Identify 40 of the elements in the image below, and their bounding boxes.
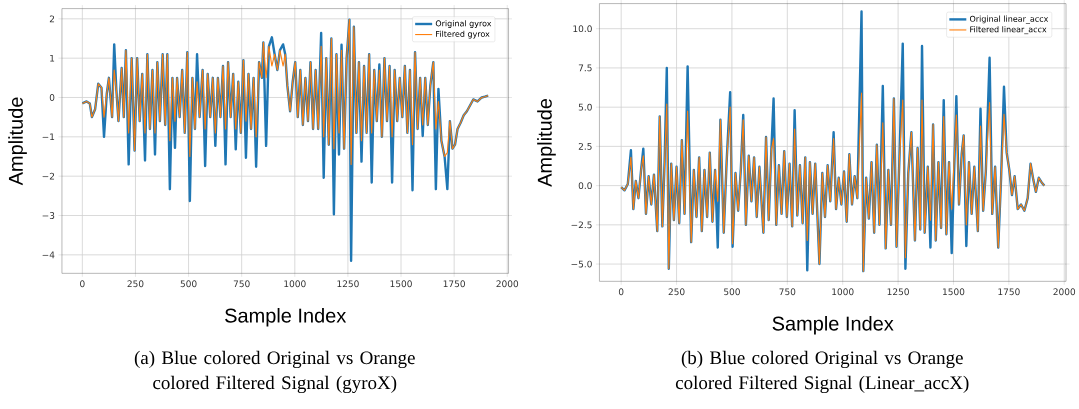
y-tick-label: −4: [42, 251, 55, 259]
x-tick-label: 1000: [832, 288, 854, 296]
y-tick-label: 5.0: [578, 103, 592, 111]
line-series: [620, 92, 1045, 272]
x-tick-label: 1750: [998, 288, 1020, 296]
x-tick-label: 750: [233, 280, 250, 288]
x-tick-label: 2000: [496, 280, 519, 288]
x-tick-label: 1000: [284, 280, 306, 288]
text: (a) Blue colored Original vs Orange colored Filtered Signal (gyroX): [134, 350, 415, 393]
line-series: [619, 10, 1046, 273]
x-tick-label: 1500: [943, 288, 965, 296]
x-tick-label: 1250: [337, 280, 359, 288]
y-tick-label: 0: [49, 93, 55, 101]
x-tick-label: 750: [779, 288, 796, 296]
y-tick-label: −5.0: [571, 260, 592, 268]
x-tick-label: 500: [180, 280, 197, 288]
y-tick-label: −2.5: [571, 221, 592, 229]
text: (b) Blue colored Original vs Orange colored Filtered Signal (Linear_accX): [675, 350, 969, 393]
x-tick-label: 1250: [887, 288, 909, 296]
y-tick-label: −2: [42, 172, 55, 180]
x-tick-label: 1500: [390, 280, 412, 288]
y-tick-label: 1: [50, 54, 55, 62]
x-axis-title: Sample Index: [225, 307, 347, 327]
x-axis-title: Sample Index: [772, 315, 894, 335]
y-axis-title: Amplitude: [537, 98, 556, 187]
y-tick-label: 10.0: [573, 25, 592, 32]
y-tick-label: 2: [49, 15, 55, 23]
x-tick-label: 1750: [443, 280, 465, 288]
x-tick-label: 0: [618, 288, 624, 296]
x-tick-label: 2000: [1053, 288, 1076, 296]
y-axis-title: Amplitude: [8, 97, 27, 186]
y-tick-label: 7.5: [578, 64, 592, 72]
y-tick-label: 2.5: [578, 142, 592, 150]
y-tick-label: 0.0: [578, 182, 592, 189]
x-tick-label: 250: [127, 280, 144, 288]
x-tick-label: 0: [80, 280, 85, 288]
y-tick-label: −3: [42, 212, 55, 219]
y-tick-label: −1: [42, 133, 55, 140]
x-tick-label: 500: [724, 288, 740, 296]
x-tick-label: 250: [668, 288, 685, 296]
